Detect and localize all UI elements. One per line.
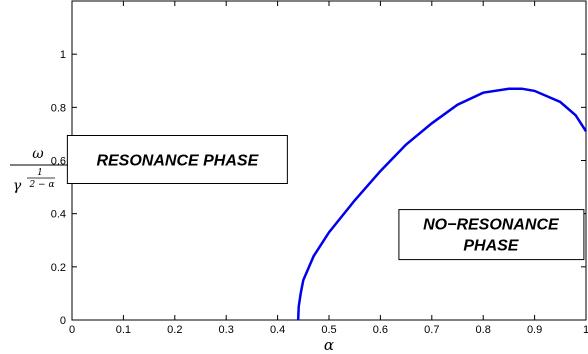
x-tick-label: 0.7: [424, 324, 439, 336]
y-tick-label: 0.4: [51, 209, 66, 221]
x-tick-label: 0.2: [167, 324, 182, 336]
x-axis-label: α: [324, 336, 334, 354]
x-tick-label: 0.6: [373, 324, 388, 336]
ylabel-exp-numerator: 1: [37, 168, 43, 178]
tick-labels: 0 0.1 0.2 0.3 0.4 0.5 0.6 0.7 0.8 0.9 1 0 0.2 0.4 0.6 0…: [51, 49, 588, 336]
x-tick-label: 0.3: [219, 324, 234, 336]
y-tick-label: 0: [60, 315, 66, 327]
x-tick-label: 0.5: [321, 324, 336, 336]
y-tick-label: 0.6: [51, 156, 66, 168]
annotation-no-resonance-line2: PHASE: [463, 238, 519, 255]
annotation-no-resonance-line1: NO−RESONANCE: [423, 217, 560, 234]
x-tick-label: 0.9: [527, 324, 542, 336]
ylabel-numerator: ω: [32, 146, 44, 162]
y-tick-label: 1: [60, 49, 66, 61]
axis-ticks: [71, 1, 587, 321]
annotation-resonance-phase: RESONANCE PHASE: [96, 153, 259, 170]
y-axis-label: ω γ 1 2 − α: [10, 146, 68, 194]
x-tick-label: 0: [69, 324, 75, 336]
boundary-curve: [296, 87, 588, 321]
x-tick-label: 0.4: [270, 324, 285, 336]
x-tick-label: 1: [583, 324, 588, 336]
x-tick-label: 0.1: [116, 324, 131, 336]
annotation-box-resonance: [66, 135, 288, 184]
y-tick-label: 0.8: [51, 102, 66, 114]
ylabel-base: γ: [13, 178, 22, 194]
annotation-box-no-resonance: [398, 209, 585, 261]
x-tick-label: 0.8: [476, 324, 491, 336]
y-tick-label: 0.2: [51, 262, 66, 274]
ylabel-exp-denominator: 2 − α: [28, 180, 54, 190]
